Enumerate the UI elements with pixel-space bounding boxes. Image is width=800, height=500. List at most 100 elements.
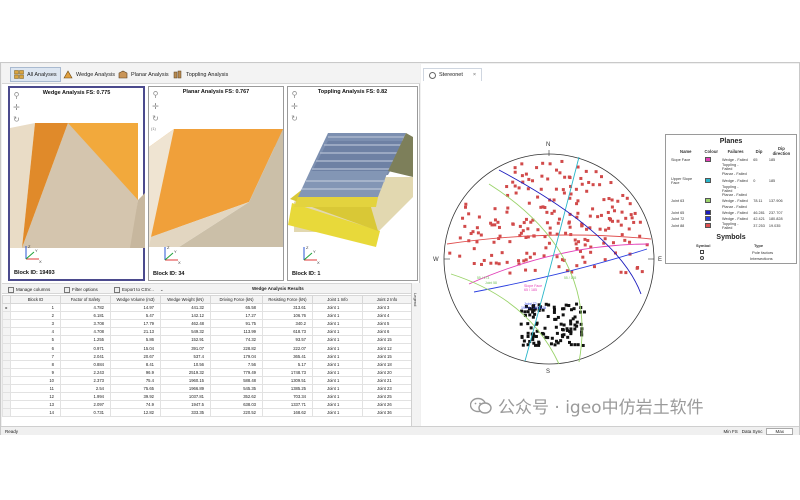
intersection-marker	[541, 308, 545, 312]
planar-3d-view[interactable]: Planar Analysis FS: 0.767 ⚲ ✛ ↻ (1) Z Y	[148, 86, 284, 281]
pole-marker	[524, 217, 528, 221]
color-swatch	[704, 157, 711, 162]
intersection-marker	[572, 307, 576, 311]
table-row[interactable]: 8 0.884 8.41 10.56 7.56 5.17 Joint 1 Joint 18	[2, 359, 412, 369]
column-header[interactable]: Joint 1 Info	[312, 295, 363, 304]
status-value-field[interactable]: Max	[766, 428, 793, 435]
pole-marker	[578, 249, 582, 253]
pole-marker	[636, 265, 640, 269]
table-row[interactable]: 11 2.54 75.65 1966.89 545.35 1385.25 Joint 1 Jo…	[2, 383, 412, 394]
legend-side-tab[interactable]: Legend	[411, 283, 420, 426]
row-selector[interactable]	[2, 367, 11, 377]
pole-marker	[568, 196, 572, 200]
column-header[interactable]: Driving Force (kN)	[210, 295, 263, 304]
row-selector[interactable]	[2, 375, 11, 385]
table-cell: 10	[10, 375, 61, 385]
table-cell: 313.61	[262, 302, 313, 313]
table-row[interactable]: 7 2.041 20.67 537.4 179.04 365.41 Joint 1 Joint…	[2, 351, 412, 361]
pole-marker	[524, 235, 528, 239]
legend-row: Planar - Failed	[669, 171, 796, 177]
pole-marker	[611, 241, 615, 245]
row-selector[interactable]	[2, 335, 11, 345]
stereonet-plot[interactable]: N E W S Slope Face 65 / 185 Joint 72 190…	[429, 124, 669, 374]
upper-slope-great-circle	[524, 156, 580, 362]
intersection-marker	[569, 322, 573, 326]
table-cell: 1947.5	[160, 400, 211, 410]
color-swatch	[704, 177, 711, 183]
pan-icon[interactable]: ✛	[13, 103, 20, 112]
row-selector[interactable]: ▸	[2, 302, 11, 313]
rotate-icon[interactable]: ↻	[291, 114, 298, 123]
tab-planar-analysis[interactable]: Planar Analysis	[115, 67, 172, 82]
rotate-icon[interactable]: ↻	[13, 115, 20, 124]
pole-marker	[513, 166, 517, 170]
export-csv-button[interactable]: Export to CSV... ⌄	[114, 285, 164, 294]
pole-marker	[552, 198, 556, 202]
row-selector[interactable]	[2, 351, 11, 361]
zoom-icon[interactable]: ⚲	[291, 90, 298, 99]
manage-columns-label: Manage columns	[16, 287, 51, 292]
table-row[interactable]: 13 2.097 74.9 1947.5 638.03 1337.71 Joint 1 Joi…	[2, 400, 412, 410]
table-row[interactable]: 9 2.243 96.9 2519.32 779.49 1748.73 Joint 1 Joi…	[2, 367, 412, 377]
table-cell: Joint 1	[312, 392, 363, 402]
column-header[interactable]: Resisting Force (kN)	[262, 295, 313, 304]
table-row[interactable]: ▸ 1 4.782 14.97 441.32 65.58 313.61 Joint 1 Join…	[2, 302, 412, 313]
table-row[interactable]: 14 0.731 12.82 333.35 220.52 168.62 Joint 1 Joi…	[2, 408, 412, 418]
legend-failure: Wedge - Failed	[722, 210, 748, 215]
pole-marker	[517, 262, 521, 266]
pole-marker	[533, 268, 537, 272]
joint-65-great-circle	[498, 169, 642, 295]
manage-columns-button[interactable]: Manage columns	[8, 285, 50, 294]
block-id-label: Block ID: 19493	[14, 270, 55, 276]
chevron-down-icon[interactable]: ⌄	[159, 286, 164, 292]
pole-marker	[591, 207, 595, 211]
rotate-icon[interactable]: ↻	[152, 114, 159, 123]
row-selector[interactable]	[2, 319, 11, 329]
pole-marker	[587, 180, 591, 184]
table-cell: 220.52	[210, 408, 263, 418]
row-selector[interactable]	[2, 408, 11, 418]
zoom-icon[interactable]: ⚲	[13, 91, 20, 100]
table-cell: 96.9	[110, 367, 161, 377]
planes-legend: Planes Name Colour Failures Dip Dip dire…	[665, 134, 797, 264]
pole-marker	[505, 185, 509, 189]
zoom-icon[interactable]: ⚲	[152, 90, 159, 99]
table-row[interactable]: 5 1.255 5.86 152.91 74.32 93.57 Joint 1 Joint 1…	[2, 335, 412, 345]
tab-toppling-analysis[interactable]: Toppling Analysis	[170, 67, 231, 82]
column-header[interactable]: Block ID	[10, 295, 61, 304]
toppling-3d-view[interactable]: Toppling Analysis FS: 0.82 ⚲ ✛ ↻	[287, 86, 418, 281]
tab-stereonet[interactable]: Stereonet ×	[423, 68, 483, 81]
row-selector[interactable]	[2, 400, 11, 410]
legend-failure: Toppling - Failed	[722, 221, 739, 230]
column-header[interactable]: Joint 2 Info	[362, 295, 412, 304]
table-row[interactable]: 10 2.373 75.4 1960.15 588.48 1309.51 Joint 1 Jo…	[2, 375, 412, 385]
intersection-marker	[576, 343, 580, 347]
row-selector[interactable]	[2, 383, 11, 394]
tab-wedge-analysis[interactable]: Wedge Analysis	[60, 67, 118, 82]
table-row[interactable]: 6 0.971 15.04 391.07 228.82 222.07 Joint 1 Join…	[2, 343, 412, 353]
pole-marker	[492, 240, 496, 244]
filter-options-button[interactable]: Filter options	[64, 285, 98, 294]
row-selector[interactable]	[2, 311, 11, 321]
table-row[interactable]: 3 3.708 17.79 462.48 91.75 340.2 Joint 1 Joint …	[2, 319, 412, 329]
table-cell: Joint 4	[362, 311, 412, 321]
table-row[interactable]: 2 6.181 5.47 142.12 17.27 106.76 Joint 1 Joint …	[2, 311, 412, 321]
table-row[interactable]: 4 4.708 21.13 549.32 113.99 618.73 Joint 1 Join…	[2, 327, 412, 337]
pole-marker	[497, 262, 501, 266]
wedge-3d-view[interactable]: Wedge Analysis FS: 0.775 ⚲ ✛ ↻ (1) (2)	[8, 86, 145, 281]
row-selector[interactable]	[2, 392, 11, 402]
pan-icon[interactable]: ✛	[152, 102, 159, 111]
pan-icon[interactable]: ✛	[291, 102, 298, 111]
column-header[interactable]: Factor of Safety	[60, 295, 111, 304]
table-row[interactable]: 12 1.994 39.92 1037.81 352.62 703.34 Joint 1 Jo…	[2, 392, 412, 402]
row-selector[interactable]	[2, 327, 11, 337]
intersection-marker	[564, 303, 568, 307]
tab-all-analyses[interactable]: All Analyses	[10, 67, 61, 82]
row-selector[interactable]	[2, 343, 11, 353]
close-icon[interactable]: ×	[472, 72, 477, 78]
column-header[interactable]: Wedge Volume (m3)	[110, 295, 161, 304]
primitive-circle	[443, 153, 655, 365]
column-header[interactable]: Wedge Weight (kN)	[160, 295, 211, 304]
tab-label: Toppling Analysis	[186, 71, 229, 78]
row-selector[interactable]	[2, 359, 11, 369]
